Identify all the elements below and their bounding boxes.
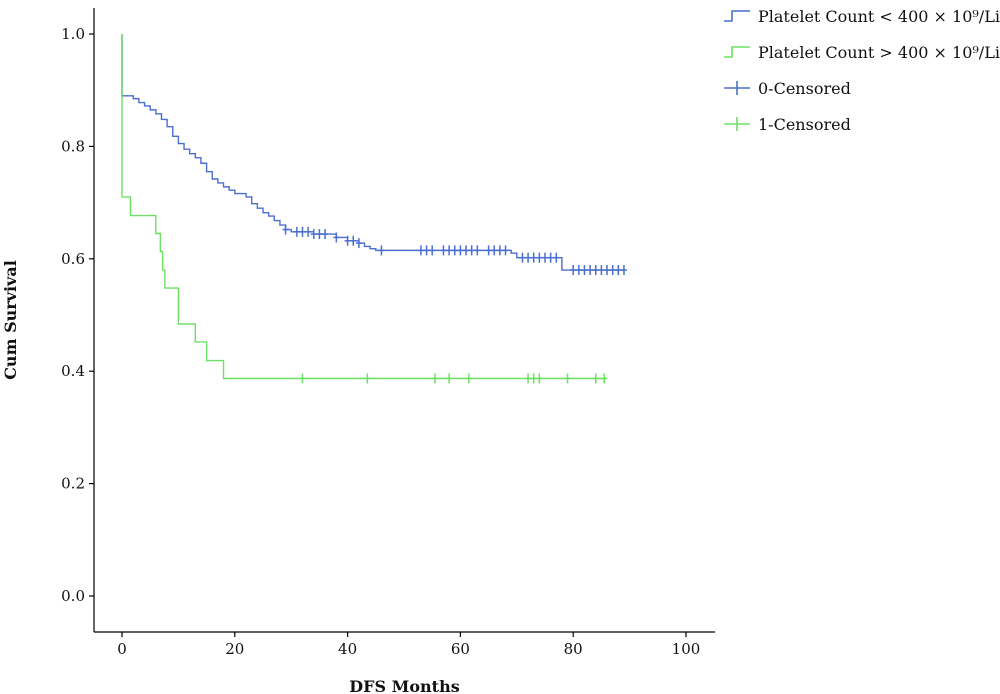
- x-tick-label: 100: [672, 640, 701, 658]
- censor-mark: [553, 252, 560, 263]
- censor-mark: [587, 265, 594, 276]
- legend-line-swatch: [724, 10, 750, 22]
- x-tick-label: 60: [451, 640, 470, 658]
- y-tick-label: 0.4: [61, 362, 85, 380]
- censor-mark: [620, 265, 627, 276]
- censor-mark: [604, 265, 611, 276]
- censor-mark: [451, 245, 458, 256]
- censor-mark: [299, 373, 306, 384]
- censor-mark: [465, 373, 472, 384]
- censor-mark: [601, 373, 608, 384]
- censor-mark: [592, 373, 599, 384]
- survival-step-line: [121, 34, 624, 271]
- series-2: [121, 34, 608, 384]
- censor-mark: [316, 229, 323, 240]
- y-tick-label: 0.6: [61, 250, 85, 268]
- series-1: [121, 34, 627, 276]
- x-tick-label: 80: [564, 640, 583, 658]
- x-tick-label: 20: [225, 640, 244, 658]
- x-tick-label: 40: [338, 640, 357, 658]
- censor-mark: [491, 245, 498, 256]
- censor-mark: [457, 245, 464, 256]
- censor-mark: [417, 245, 424, 256]
- censor-mark: [530, 252, 537, 263]
- legend-label: 1-Censored: [758, 115, 851, 134]
- censor-mark: [485, 245, 492, 256]
- censor-mark: [547, 252, 554, 263]
- y-tick-label: 0.2: [61, 475, 85, 493]
- censor-mark: [496, 245, 503, 256]
- censor-mark: [282, 224, 289, 235]
- y-axis-title: Cum Survival: [1, 260, 20, 380]
- censor-mark: [592, 265, 599, 276]
- legend-item-3: 0-Censored: [724, 79, 851, 98]
- censor-mark: [299, 226, 306, 237]
- censor-mark: [440, 245, 447, 256]
- censor-mark: [355, 238, 362, 249]
- censor-mark: [502, 245, 509, 256]
- censor-mark: [564, 373, 571, 384]
- x-tick-label: 0: [117, 640, 127, 658]
- censor-mark: [463, 245, 470, 256]
- censor-mark: [364, 373, 371, 384]
- series-layer: [121, 34, 627, 384]
- censor-mark: [350, 235, 357, 246]
- censor-mark: [525, 252, 532, 263]
- censor-mark: [474, 245, 481, 256]
- legend: Platelet Count < 400 × 10⁹/Liter Platelet…: [724, 7, 1000, 134]
- censor-mark: [310, 229, 317, 240]
- censor-mark: [378, 245, 385, 256]
- censor-mark: [525, 373, 532, 384]
- legend-label: Platelet Count > 400 × 10⁹/Liter: [758, 43, 1000, 62]
- y-tick-label: 0.8: [61, 137, 85, 155]
- censor-mark: [305, 226, 312, 237]
- censor-mark: [570, 265, 577, 276]
- censor-mark: [581, 265, 588, 276]
- censor-mark: [333, 232, 340, 243]
- legend-item-1: Platelet Count < 400 × 10⁹/Liter: [724, 7, 1000, 26]
- survival-step-line: [121, 34, 608, 380]
- legend-label: 0-Censored: [758, 79, 851, 98]
- censor-mark: [536, 252, 543, 263]
- axes: [93, 8, 715, 633]
- censor-mark: [609, 265, 616, 276]
- x-axis-title: DFS Months: [349, 677, 459, 694]
- y-tick-label: 0.0: [61, 587, 85, 605]
- censor-mark: [429, 245, 436, 256]
- y-ticks: 0.0 0.2 0.4 0.6 0.8 1.0: [61, 25, 94, 605]
- censor-mark: [446, 373, 453, 384]
- censor-mark: [615, 265, 622, 276]
- censor-mark: [598, 265, 605, 276]
- legend-item-2: Platelet Count > 400 × 10⁹/Liter: [724, 43, 1000, 62]
- censor-mark: [423, 245, 430, 256]
- legend-label: Platelet Count < 400 × 10⁹/Liter: [758, 7, 1000, 26]
- y-tick-label: 1.0: [61, 25, 85, 43]
- censor-mark: [468, 245, 475, 256]
- censor-mark: [293, 226, 300, 237]
- censor-mark: [536, 373, 543, 384]
- x-ticks: 0 20 40 60 80 100: [117, 632, 700, 658]
- censor-mark: [446, 245, 453, 256]
- legend-line-swatch: [724, 46, 750, 58]
- legend-item-4: 1-Censored: [724, 115, 851, 134]
- censor-mark: [432, 373, 439, 384]
- censor-mark: [530, 373, 537, 384]
- censor-mark: [575, 265, 582, 276]
- censor-mark: [519, 252, 526, 263]
- censor-mark: [542, 252, 548, 263]
- censor-mark: [322, 229, 329, 240]
- censor-mark: [344, 235, 351, 246]
